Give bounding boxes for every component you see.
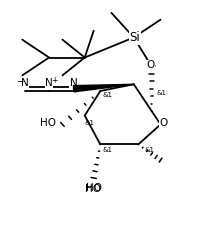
Text: &1: &1	[103, 92, 113, 98]
Text: N: N	[70, 78, 77, 88]
Text: HO: HO	[85, 184, 101, 194]
Text: +: +	[52, 76, 58, 85]
Text: −: −	[16, 76, 23, 85]
Polygon shape	[73, 84, 134, 92]
Text: &1: &1	[145, 147, 155, 153]
Text: N: N	[45, 78, 53, 88]
Text: O: O	[147, 60, 155, 70]
Text: &1: &1	[156, 90, 166, 96]
Text: HO: HO	[86, 183, 102, 193]
Text: Si: Si	[130, 31, 140, 44]
Text: N: N	[21, 78, 28, 88]
Text: &1: &1	[103, 147, 113, 153]
Text: &1: &1	[85, 120, 95, 126]
Text: O: O	[159, 118, 167, 128]
Text: HO: HO	[40, 118, 56, 128]
